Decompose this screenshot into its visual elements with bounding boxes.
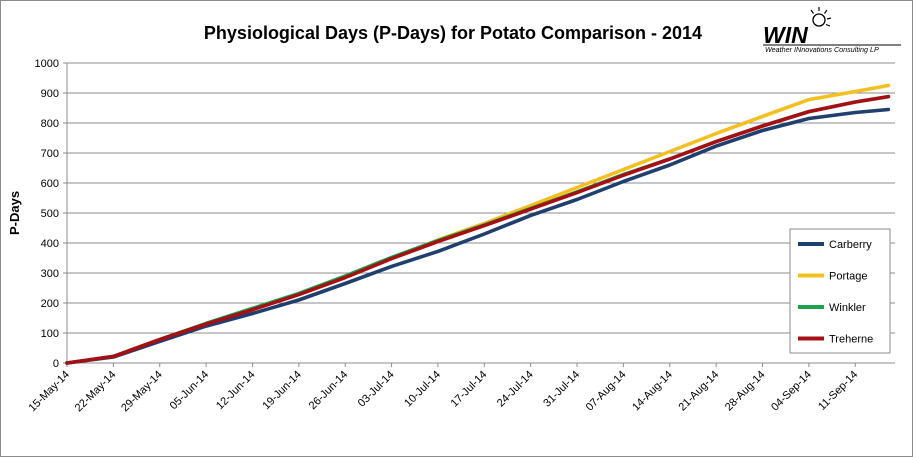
x-tick-label-4: 12-Jun-14: [214, 369, 258, 413]
series-line-winkler: [65, 94, 891, 365]
legend-box: [789, 228, 891, 354]
x-tick-label-10: 24-Jul-14: [495, 369, 536, 410]
x-tick-label-3: 05-Jun-14: [168, 369, 212, 413]
legend-label-portage: Portage: [829, 271, 868, 283]
x-tick-label-1: 22-May-14: [73, 369, 119, 415]
x-tick-label-13: 14-Aug-14: [630, 369, 675, 414]
y-axis-ticks: 0 100 200 300 400 500 600 700 800 900 1000: [35, 58, 67, 370]
legend-label-treherne: Treherne: [829, 334, 873, 346]
x-tick-label-5: 19-Jun-14: [260, 369, 304, 413]
y-tick-label-800: 800: [41, 118, 59, 130]
x-axis-ticks: 15-May-14 22-May-14 29-May-14 05-Jun-14 12-J…: [26, 363, 860, 414]
x-tick-label-16: 04-Sep-14: [769, 369, 814, 414]
y-tick-label-0: 0: [53, 358, 59, 370]
x-tick-label-9: 17-Jul-14: [449, 369, 490, 410]
y-tick-label-400: 400: [41, 238, 59, 250]
legend: Carberry Portage Winkler Treherne: [789, 228, 891, 354]
y-tick-label-1000: 1000: [35, 58, 59, 70]
series-line-carberry: [65, 107, 891, 365]
axes: [66, 63, 895, 364]
y-tick-label-700: 700: [41, 148, 59, 160]
logo-brand: WIN: [763, 22, 808, 48]
x-tick-label-7: 03-Jul-14: [356, 369, 397, 410]
win-logo: WIN Weather INnovations Consulting LP: [763, 7, 901, 54]
x-tick-label-8: 10-Jul-14: [402, 369, 443, 410]
y-tick-label-300: 300: [41, 268, 59, 280]
x-tick-label-12: 07-Aug-14: [584, 369, 629, 414]
x-tick-label-14: 21-Aug-14: [676, 369, 721, 414]
x-tick-label-17: 11-Sep-14: [816, 369, 860, 413]
y-tick-label-100: 100: [41, 328, 59, 340]
chart-title: Physiological Days (P-Days) for Potato C…: [204, 23, 702, 43]
y-tick-label-500: 500: [41, 208, 59, 220]
y-axis-label: P-Days: [7, 191, 22, 235]
series-line-portage: [65, 83, 891, 365]
x-tick-label-15: 28-Aug-14: [723, 369, 768, 414]
sun-icon: [810, 7, 832, 27]
series-lines: [65, 83, 891, 365]
x-tick-label-2: 29-May-14: [119, 369, 165, 415]
gridlines: [67, 62, 895, 334]
legend-label-winkler: Winkler: [829, 302, 866, 314]
legend-label-carberry: Carberry: [829, 239, 872, 251]
x-tick-label-0: 15-May-14: [26, 369, 72, 415]
y-tick-label-200: 200: [41, 298, 59, 310]
logo-tagline: Weather INnovations Consulting LP: [765, 45, 879, 54]
x-tick-label-6: 26-Jun-14: [307, 369, 351, 413]
series-line-treherne: [65, 94, 891, 365]
y-tick-label-600: 600: [41, 178, 59, 190]
x-tick-label-11: 31-Jul-14: [541, 369, 582, 410]
y-tick-label-900: 900: [41, 88, 59, 100]
